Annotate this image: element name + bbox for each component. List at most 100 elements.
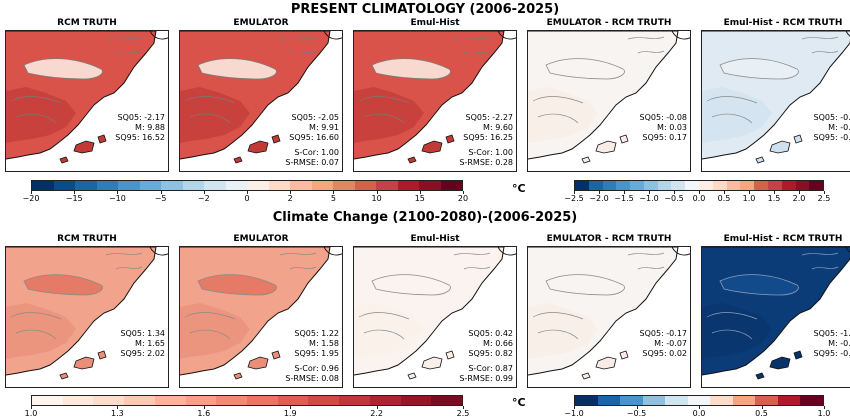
colorbar-tick-mark: [160, 191, 162, 194]
bottom-map-panel-1: SQ05: 1.22 M: 1.58 SQ95: 1.95 S-Cor: 0.96 S-…: [179, 246, 343, 388]
score-line: S-RMSE: 0.08: [285, 374, 339, 383]
stat-line: SQ05: -0.08: [639, 113, 688, 122]
colorbar-segment: [620, 396, 643, 405]
top-panel-scores-2: S-Cor: 1.00 S-RMSE: 0.28: [459, 148, 513, 168]
colorbar-tick-mark: [203, 191, 205, 194]
bottom-panel-title-2: Emul-Hist: [410, 234, 460, 244]
score-line: S-Cor: 1.00: [294, 148, 339, 157]
colorbar-tick-label: 2.0: [792, 194, 806, 203]
colorbar-segment: [32, 181, 54, 190]
colorbar-tick-mark: [636, 406, 638, 409]
colorbar-segment: [354, 181, 376, 190]
colorbar-segment: [754, 181, 768, 190]
stat-line: M: 0.66: [483, 339, 513, 348]
colorbar-tick-label: 1.0: [24, 409, 38, 418]
top-map-panel-1: SQ05: -2.05 M: 9.91 SQ95: 16.60 S-Cor: 1.00…: [179, 30, 343, 172]
colorbar-segment: [616, 181, 631, 190]
colorbar-segment: [671, 181, 686, 190]
colorbar-tick-mark: [761, 406, 763, 409]
colorbar-tick-label: −0.5: [626, 409, 647, 418]
colorbar-segment: [575, 396, 598, 405]
colorbar-tick-mark: [824, 191, 825, 194]
score-line: S-RMSE: 0.07: [285, 158, 339, 167]
colorbar-tick-label: 15: [414, 194, 425, 203]
stat-line: SQ95: 16.60: [289, 133, 339, 142]
bottom-panel-stats-2: SQ05: 0.42 M: 0.66 SQ95: 0.82: [468, 329, 513, 359]
colorbar-tick-mark: [419, 191, 421, 194]
colorbar-segment: [75, 181, 97, 190]
colorbar-tick-mark: [117, 191, 119, 194]
stat-line: SQ95: 1.95: [294, 349, 339, 358]
colorbar-segment: [308, 396, 340, 405]
colorbar-tick-label: 0.5: [717, 194, 731, 203]
stat-line: M: 9.60: [483, 123, 513, 132]
colorbar-segment: [687, 396, 711, 405]
colorbar-tick-label: −2.0: [589, 194, 609, 203]
stat-line: SQ95: -0.09: [813, 133, 850, 142]
colorbar-segment: [755, 396, 778, 405]
colorbar-tick-mark: [74, 191, 76, 194]
colorbar-tick-mark: [799, 191, 800, 194]
bottom-panel-title-0: RCM TRUTH: [57, 234, 117, 244]
top-panel-stats-1: SQ05: -2.05 M: 9.91 SQ95: 16.60: [289, 113, 339, 143]
colorbar-tick-mark: [649, 191, 650, 194]
stat-line: SQ95: -0.86: [813, 349, 850, 358]
colorbar-segment: [216, 396, 248, 405]
colorbar-tick-mark: [290, 191, 292, 194]
bottom-panel-title-3: EMULATOR - RCM TRUTH: [546, 234, 672, 244]
top-panel-title-4: Emul-Hist - RCM TRUTH: [723, 18, 843, 28]
stat-line: M: 1.65: [135, 339, 165, 348]
colorbar-tick-mark: [333, 191, 335, 194]
colorbar-segment: [710, 396, 733, 405]
bottom-map-panel-0: SQ05: 1.34 M: 1.65 SQ95: 2.02: [5, 246, 169, 388]
colorbar-segment: [726, 181, 741, 190]
colorbar-tick-mark: [574, 406, 575, 409]
colorbar-segment: [419, 181, 441, 190]
colorbar-tick-label: 0.0: [692, 194, 706, 203]
top-panel-title-3: EMULATOR - RCM TRUTH: [546, 18, 672, 28]
bottom-panel-title-1: EMULATOR: [233, 234, 289, 244]
score-line: S-Cor: 0.96: [294, 364, 339, 373]
stat-line: SQ05: -0.39: [813, 113, 850, 122]
colorbar-segment: [96, 181, 118, 190]
colorbar-segment: [712, 181, 727, 190]
top-panel-scores-1: S-Cor: 1.00 S-RMSE: 0.07: [285, 148, 339, 168]
bottom-panel-scores-1: S-Cor: 0.96 S-RMSE: 0.08: [285, 364, 339, 384]
stat-line: SQ05: -0.17: [639, 329, 688, 338]
colorbar-segment: [339, 396, 370, 405]
top-panel-title-2: Emul-Hist: [410, 18, 460, 28]
colorbar-segment: [781, 181, 796, 190]
colorbar-segment: [767, 181, 782, 190]
colorbar-tick-label: −20: [22, 194, 40, 203]
colorbar-tick-mark: [624, 191, 625, 194]
colorbar-tick-mark: [247, 191, 248, 194]
stat-line: M: -0.99: [828, 339, 850, 348]
colorbar-tick-label: −0.5: [664, 194, 684, 203]
colorbar-tick-mark: [824, 406, 825, 409]
colorbar-tick-mark: [290, 406, 292, 409]
colorbar-tick-label: 1.0: [817, 409, 831, 418]
stat-line: M: 0.03: [657, 123, 687, 132]
colorbar-segment: [657, 181, 672, 190]
colorbar-segment: [247, 181, 269, 190]
stat-line: SQ05: -2.27: [465, 113, 514, 122]
top-colorbar-right: [574, 180, 824, 191]
stat-line: M: -0.28: [828, 123, 850, 132]
colorbar-tick-label: 0.0: [692, 409, 706, 418]
top-panel-title-1: EMULATOR: [233, 18, 289, 28]
bottom-map-panel-3: SQ05: -0.17 M: -0.07 SQ95: 0.02: [527, 246, 691, 388]
stat-line: SQ05: 1.34: [120, 329, 165, 338]
colorbar-segment: [204, 181, 226, 190]
stat-line: M: 9.88: [135, 123, 165, 132]
stat-line: SQ95: 0.82: [468, 349, 513, 358]
colorbar-tick-mark: [463, 406, 464, 409]
colorbar-tick-mark: [724, 191, 725, 194]
colorbar-tick-label: 0: [244, 194, 250, 203]
top-map-panel-4: SQ05: -0.39M: -0.28SQ95: -0.09: [701, 30, 850, 172]
bottom-panel-stats-1: SQ05: 1.22 M: 1.58 SQ95: 1.95: [294, 329, 339, 359]
bottom-map-panel-2: SQ05: 0.42 M: 0.66 SQ95: 0.82 S-Cor: 0.87 S-…: [353, 246, 517, 388]
stat-line: SQ05: -2.17: [117, 113, 166, 122]
colorbar-segment: [225, 181, 247, 190]
colorbar-tick-label: 1.3: [111, 409, 124, 418]
colorbar-tick-mark: [463, 191, 464, 194]
